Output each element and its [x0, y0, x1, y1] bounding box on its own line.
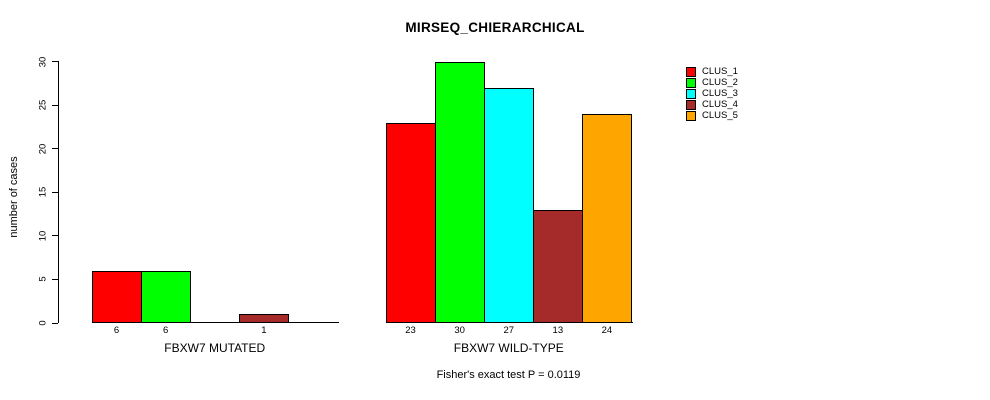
- bar-clus_1: [386, 122, 437, 323]
- bar-clus_2: [141, 270, 192, 323]
- y-axis-tick: [52, 148, 58, 150]
- bar-clus_3: [484, 87, 535, 323]
- legend-item: CLUS_1: [686, 66, 738, 77]
- y-axis-tick-label: 25: [37, 99, 49, 111]
- legend-item: CLUS_3: [686, 88, 738, 99]
- legend-label: CLUS_2: [702, 77, 738, 88]
- legend-item: CLUS_2: [686, 77, 738, 88]
- y-axis-tick-label: 15: [37, 186, 49, 198]
- x-axis-baseline: [92, 322, 339, 323]
- y-axis-tick-label: 10: [37, 230, 49, 242]
- y-axis-tick: [52, 104, 58, 106]
- bar-clus_2: [435, 61, 486, 323]
- legend-swatch-clus_4: [686, 99, 696, 110]
- bar-clus_4: [239, 314, 290, 323]
- bar-value-label: 1: [261, 325, 267, 336]
- category-label: FBXW7 WILD-TYPE: [453, 341, 564, 355]
- y-axis-tick: [52, 61, 58, 62]
- bar-clus_5: [582, 113, 633, 323]
- bar-value-label: 6: [113, 325, 120, 336]
- bar-clus_1: [92, 270, 143, 323]
- legend-label: CLUS_4: [702, 99, 738, 110]
- bar-value-label: 6: [162, 325, 169, 336]
- bar-value-label: 27: [503, 325, 515, 336]
- legend-item: CLUS_4: [686, 99, 738, 110]
- annotation-text: Fisher's exact test P = 0.0119: [436, 369, 581, 381]
- y-axis-line: [58, 61, 59, 323]
- legend-swatch-clus_2: [686, 77, 696, 88]
- bar-value-label: 30: [454, 325, 465, 336]
- y-axis-tick-label: 0: [37, 320, 49, 326]
- y-axis-tick: [52, 191, 58, 193]
- legend: CLUS_1 CLUS_2 CLUS_3 CLUS_4 CLUS_5: [686, 66, 738, 121]
- bar-value-label: 24: [601, 325, 613, 336]
- y-axis-tick-label: 30: [37, 56, 49, 67]
- y-axis-tick: [52, 235, 58, 237]
- bar-value-label: 13: [552, 325, 564, 336]
- y-axis-tick-label: 5: [37, 276, 49, 283]
- bar-clus_4: [533, 209, 584, 323]
- chart-title: MIRSEQ_CHIERARCHICAL: [405, 20, 585, 35]
- legend-label: CLUS_1: [702, 66, 738, 77]
- legend-label: CLUS_5: [702, 110, 738, 121]
- y-axis-tick-label: 20: [37, 143, 49, 154]
- bar-value-label: 23: [405, 325, 416, 336]
- y-axis-label: number of cases: [8, 156, 20, 238]
- y-axis-tick: [52, 278, 58, 280]
- legend-swatch-clus_1: [686, 66, 696, 77]
- legend-swatch-clus_5: [686, 110, 696, 121]
- legend-swatch-clus_3: [686, 88, 696, 99]
- category-label: FBXW7 MUTATED: [164, 341, 266, 355]
- legend-label: CLUS_3: [702, 88, 738, 99]
- legend-item: CLUS_5: [686, 110, 738, 121]
- y-axis-tick: [52, 322, 58, 324]
